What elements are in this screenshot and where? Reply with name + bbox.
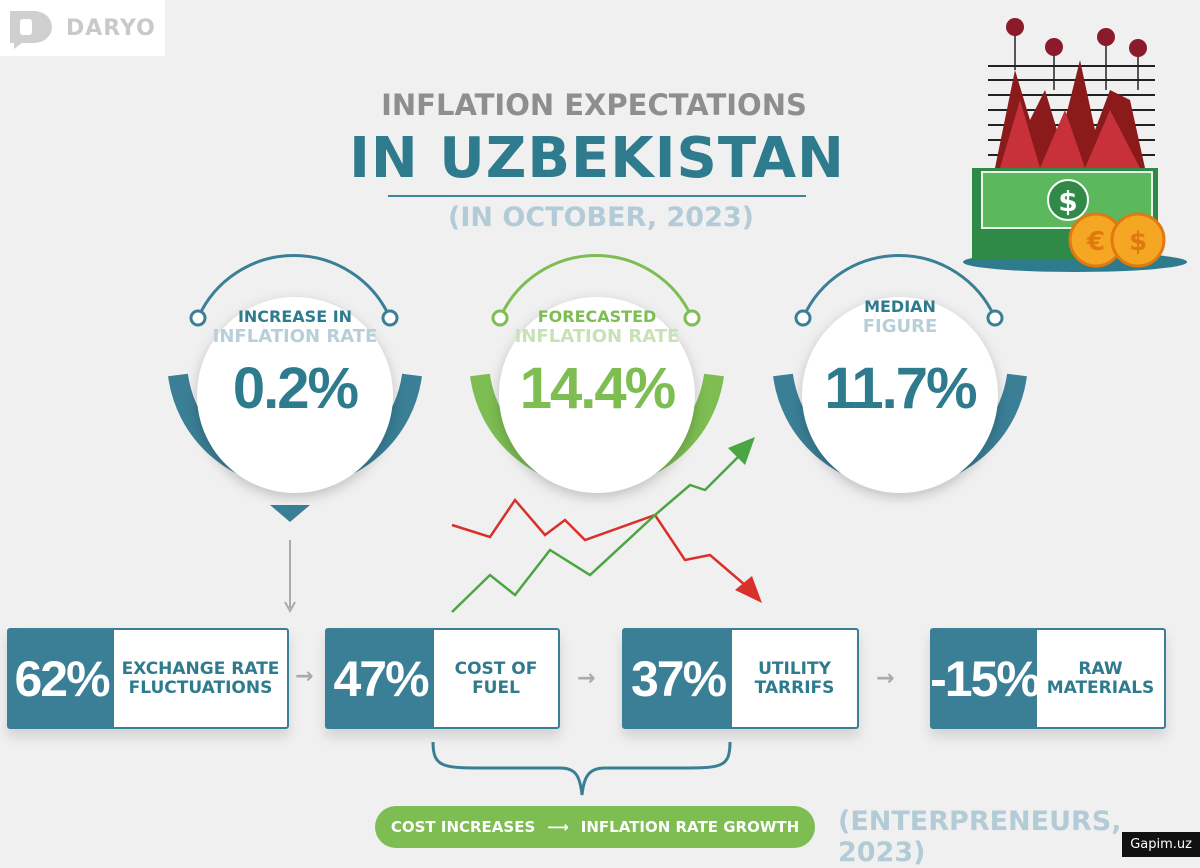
page-title: IN UZBEKISTAN (349, 126, 845, 191)
speech-bubble-icon (10, 11, 52, 49)
watermark: Gapim.uz (1122, 832, 1200, 857)
circle-value: 11.7% (824, 356, 977, 421)
circle-label: FORECASTED (537, 307, 657, 326)
red-arrowhead (735, 576, 762, 603)
title-divider (388, 195, 806, 197)
factor-label: EXCHANGE RATE FLUCTUATIONS (121, 658, 280, 698)
circle-forecast-graphic (470, 254, 724, 493)
circle-forecast: FORECASTED INFLATION RATE 14.4% (502, 307, 692, 422)
source-note: (ENTERPRENEURS, 2023) (838, 806, 1122, 868)
factor-card: 37% UTILITY TARRIFS (622, 628, 859, 729)
svg-text:$: $ (1129, 227, 1147, 257)
arrow-down-icon (284, 540, 296, 614)
green-arrowhead (728, 437, 755, 465)
long-arrow-icon: ⟶ (547, 818, 569, 836)
factor-label: RAW MATERIALS (1046, 658, 1155, 698)
circle-label: INFLATION RATE (514, 326, 680, 347)
factor-label: COST OF FUEL (454, 658, 538, 698)
circle-increase-graphic (168, 254, 422, 522)
circle-value: 14.4% (519, 356, 676, 421)
factor-percent: -15% (930, 630, 1041, 727)
brace (431, 741, 732, 796)
factor-label: UTILITY TARRIFS (754, 658, 835, 698)
factor-percent: 37% (624, 630, 732, 727)
factor-card: -15% RAW MATERIALS (930, 628, 1166, 729)
pill-left-text: COST INCREASES (390, 818, 536, 836)
circle-median: MEDIAN FIGURE 11.7% (805, 297, 995, 422)
daryo-logo: DARYO (0, 0, 165, 56)
cost-inflation-pill: COST INCREASES ⟶ INFLATION RATE GROWTH (375, 806, 815, 848)
factor-percent: 47% (327, 630, 434, 727)
circle-value: 0.2% (232, 356, 359, 421)
circle-label: INCREASE IN (237, 307, 353, 326)
subtitle: (IN OCTOBER, 2023) (448, 202, 754, 233)
arrow-right-icon: → (876, 666, 895, 691)
arrow-right-icon: → (295, 664, 314, 689)
factor-percent: 62% (9, 630, 114, 727)
arrow-right-icon: → (577, 666, 596, 691)
svg-text:€: € (1086, 227, 1105, 257)
red-trend-line (451, 497, 746, 586)
pill-right-text: INFLATION RATE GROWTH (580, 818, 800, 836)
logo-text: DARYO (66, 15, 156, 41)
green-trend-line (451, 454, 741, 613)
money-illustration: $ € $ (963, 18, 1187, 272)
factor-card: 62% EXCHANGE RATE FLUCTUATIONS (7, 628, 289, 729)
circle-label: MEDIAN (864, 297, 936, 316)
circle-increase: INCREASE IN INFLATION RATE 0.2% (200, 307, 390, 422)
circle-label: INFLATION RATE (212, 326, 378, 347)
svg-text:$: $ (1058, 185, 1077, 218)
circle-median-graphic (773, 254, 1027, 493)
circle-label: FIGURE (862, 316, 938, 337)
factor-card: 47% COST OF FUEL (325, 628, 560, 729)
title-line1: INFLATION EXPECTATIONS (381, 88, 807, 122)
